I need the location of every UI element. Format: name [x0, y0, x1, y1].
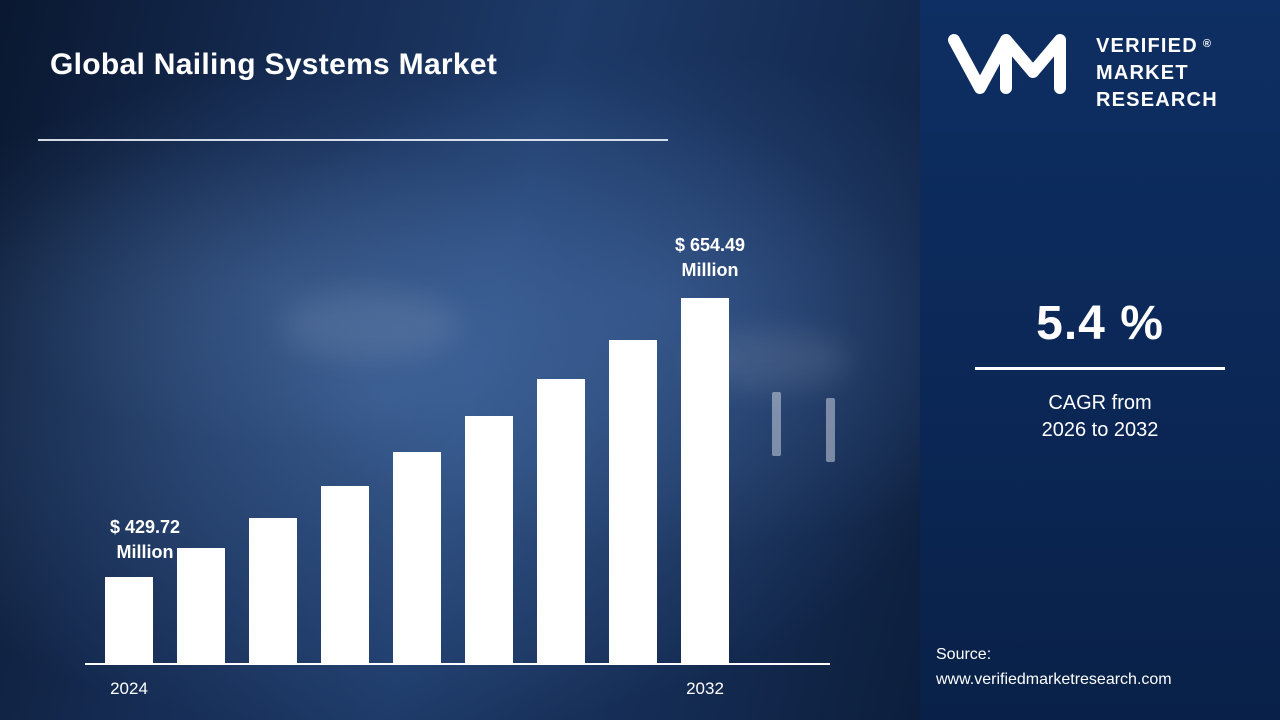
chart-section: Global Nailing Systems Market $ 429.72 M…	[0, 0, 920, 720]
x-axis-baseline	[85, 663, 830, 665]
bar-2024	[105, 577, 153, 663]
title-underline	[38, 139, 668, 141]
bar-series	[105, 298, 729, 663]
cagr-caption: CAGR from 2026 to 2032	[960, 390, 1240, 444]
first-bar-value: $ 429.72	[109, 517, 181, 537]
bar-2026	[249, 518, 297, 663]
bar-2027	[321, 486, 369, 663]
x-tick-2032: 2032	[686, 679, 724, 698]
background-tower-detail	[826, 398, 835, 462]
vmr-logo-icon	[948, 34, 1066, 94]
last-bar-unit: Million	[681, 260, 739, 280]
x-tick-2024: 2024	[110, 679, 148, 698]
first-bar-unit: Million	[116, 542, 174, 562]
source-block: Source: www.verifiedmarketresearch.com	[936, 642, 1172, 692]
source-label: Source:	[936, 646, 992, 663]
brand-name: VERIFIED ® MARKET RESEARCH	[1096, 30, 1218, 114]
bar-2025	[177, 548, 225, 663]
bar-2030	[537, 379, 585, 663]
registered-mark: ®	[1202, 38, 1213, 50]
bar-2028	[393, 452, 441, 663]
brand-line-2: MARKET	[1096, 62, 1189, 84]
cagr-divider	[975, 367, 1225, 370]
background-tower-detail	[772, 392, 781, 456]
brand-logo: VERIFIED ® MARKET RESEARCH	[946, 30, 1264, 114]
last-bar-value-label: $ 654.49 Million	[635, 233, 785, 283]
page-title: Global Nailing Systems Market	[50, 48, 498, 81]
source-url: www.verifiedmarketresearch.com	[936, 671, 1172, 688]
last-bar-value: $ 654.49	[674, 235, 746, 255]
cagr-value: 5.4 %	[1036, 297, 1164, 350]
bar-chart: $ 429.72 Million $ 654.49 Million 2024 2…	[85, 185, 830, 698]
brand-line-1: VERIFIED	[1096, 35, 1198, 57]
first-bar-value-label: $ 429.72 Million	[70, 515, 220, 565]
background-smoke-detail	[280, 290, 460, 360]
bar-2031	[609, 340, 657, 663]
cagr-caption-line-1: CAGR from	[1048, 392, 1152, 414]
bar-2032	[681, 298, 729, 663]
sidebar-panel: VERIFIED ® MARKET RESEARCH 5.4 % CAGR fro…	[920, 0, 1280, 720]
background-image	[0, 0, 920, 720]
cagr-caption-line-2: 2026 to 2032	[1041, 419, 1159, 441]
bar-2029	[465, 416, 513, 663]
cagr-block: 5.4 % CAGR from 2026 to 2032	[920, 296, 1280, 444]
brand-line-3: RESEARCH	[1096, 89, 1218, 111]
